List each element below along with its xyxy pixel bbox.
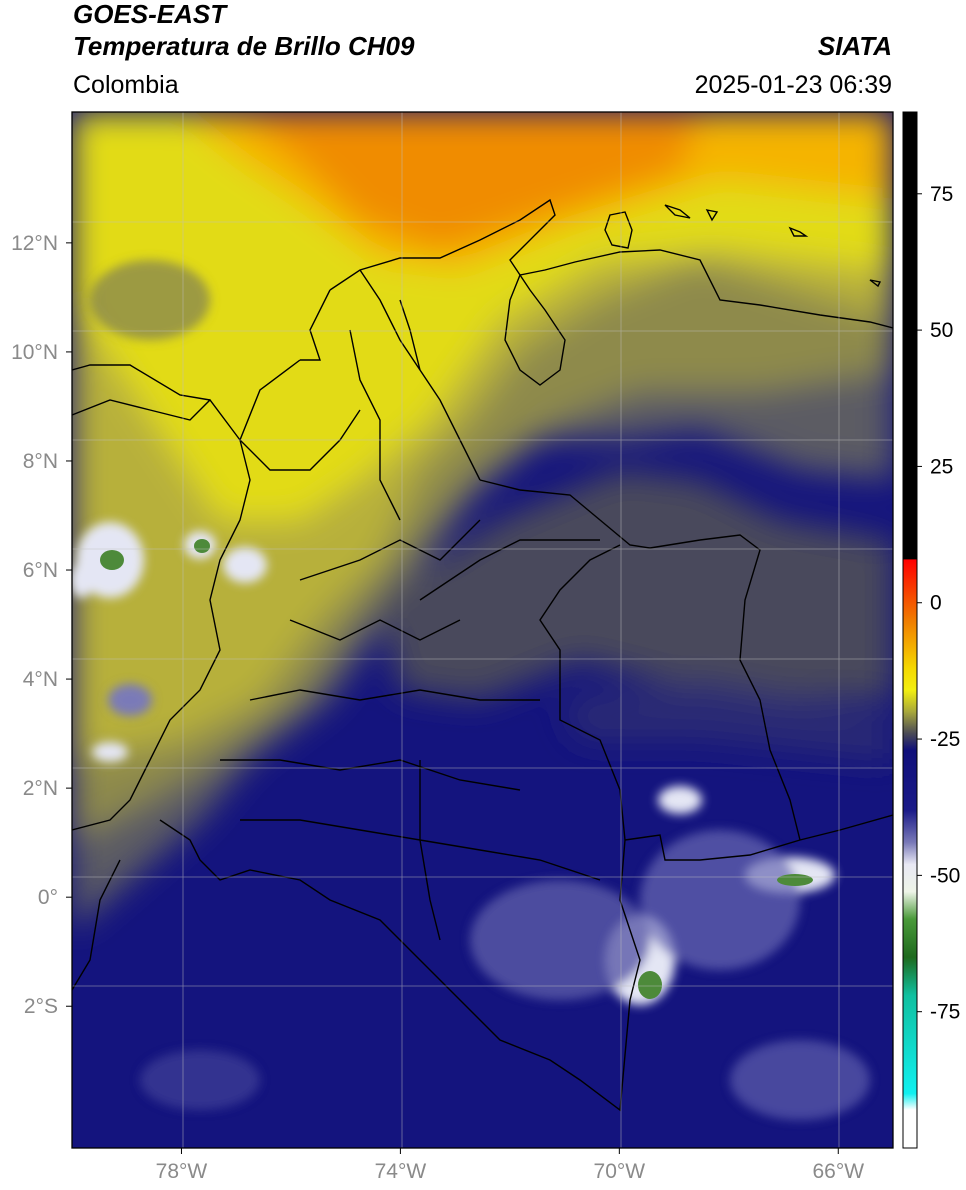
datetime-label: 2025-01-23 06:39 (694, 71, 892, 99)
product-title: Temperatura de Brillo CH09 (73, 31, 415, 61)
lon-tick-label: 70°W (594, 1160, 646, 1183)
temperature-field (72, 112, 893, 1148)
colorbar-tick-label: 0 (930, 592, 942, 615)
lon-tick-label: 74°W (375, 1160, 427, 1183)
brand-label: SIATA (817, 31, 892, 61)
colorbar-ticks: 75 50 25 0 -25 -50 -75 (917, 183, 960, 1024)
colorbar-scale (902, 111, 918, 1149)
colorbar-tick-label: 50 (930, 319, 953, 342)
lat-tick-label: 0° (38, 886, 58, 909)
colorbar-tick-label: -25 (930, 728, 960, 751)
country-borders (72, 198, 893, 1112)
lat-tick-label: 4°N (23, 668, 58, 691)
region-label: Colombia (73, 71, 179, 99)
lon-tick-label: 78°W (156, 1160, 208, 1183)
colorbar: 75 50 25 0 -25 -50 -75 (902, 111, 960, 1149)
map-frame (71, 111, 894, 1149)
lat-tick-label: 8°N (23, 450, 58, 473)
lon-ticks: 78°W 74°W 70°W 66°W (156, 1148, 864, 1183)
lat-tick-label: 2°S (24, 995, 58, 1018)
lon-tick-label: 66°W (812, 1160, 864, 1183)
lat-tick-label: 2°N (23, 777, 58, 800)
satellite-title: GOES-EAST (73, 0, 227, 29)
colorbar-tick-label: 75 (930, 183, 953, 206)
lat-tick-label: 10°N (11, 341, 58, 364)
lat-ticks: 12°N 10°N 8°N 6°N 4°N 2°N 0° 2°S (11, 232, 72, 1018)
colorbar-tick-label: -75 (930, 1001, 960, 1024)
colorbar-tick-label: 25 (930, 455, 953, 478)
lat-tick-label: 6°N (23, 559, 58, 582)
graticule (72, 112, 893, 1148)
colorbar-tick-label: -50 (930, 864, 960, 887)
lat-tick-label: 12°N (11, 232, 58, 255)
